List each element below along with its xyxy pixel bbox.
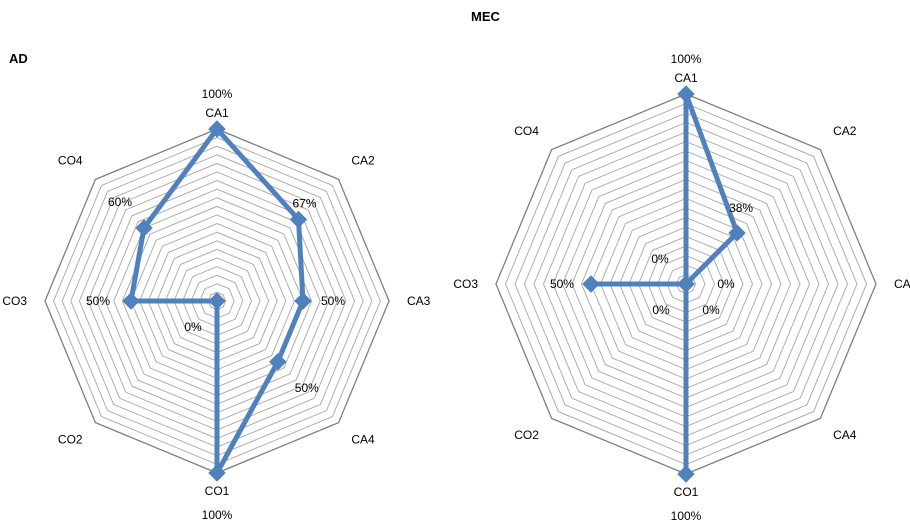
axis-label-co3: CO3 <box>453 277 478 291</box>
data-marker-co3 <box>122 292 140 310</box>
data-marker-co1 <box>677 465 695 483</box>
data-label-co3: 50% <box>86 294 110 308</box>
data-marker-ca4 <box>269 353 287 371</box>
axis-label-co4: CO4 <box>514 124 539 138</box>
axis-label-co2: CO2 <box>514 428 539 442</box>
axis-label-ca3: CA3 <box>407 294 431 308</box>
data-marker-co2 <box>208 292 226 310</box>
data-marker-co4 <box>677 275 695 293</box>
data-label-co1: 100% <box>202 508 233 521</box>
radar-chart-ad: CA1 CA2 CA3 CA4 CO1 CO2 CO3 CO4 100% 67% 50% 50% 100… <box>2 87 430 521</box>
data-marker-co4 <box>135 219 153 237</box>
axis-label-ca3: CA3 <box>894 277 910 291</box>
data-label-co2: 0% <box>184 320 202 334</box>
data-marker-co3 <box>582 275 600 293</box>
data-label-co4: 60% <box>108 195 132 209</box>
data-marker-ca1 <box>677 85 695 103</box>
data-label-ca3: 0% <box>717 277 735 291</box>
axis-label-ca1: CA1 <box>205 106 229 120</box>
data-label-co2: 0% <box>652 303 670 317</box>
data-label-ca4: 0% <box>702 303 720 317</box>
data-marker-ca3 <box>294 292 312 310</box>
radar-chart-mec: CA1 CA2 CA3 CA4 CO1 CO2 CO3 CO4 100% 38% 0% 0% 100% 0… <box>453 52 910 521</box>
data-label-co3: 50% <box>550 277 574 291</box>
data-label-ca1: 100% <box>671 52 702 66</box>
axis-label-ca4: CA4 <box>351 432 375 446</box>
data-marker-ca2 <box>728 224 746 242</box>
axis-label-ca1: CA1 <box>674 71 698 85</box>
axis-label-ca2: CA2 <box>351 154 375 168</box>
data-label-co4: 0% <box>651 252 669 266</box>
data-marker-ca2 <box>289 210 308 229</box>
data-marker-ca1 <box>208 120 226 138</box>
axis-label-ca4: CA4 <box>833 428 857 442</box>
data-label-ca4: 50% <box>295 381 319 395</box>
axis-label-co1: CO1 <box>205 484 230 498</box>
axis-label-co2: CO2 <box>58 432 83 446</box>
chart-title-mec: MEC <box>471 9 500 24</box>
axis-label-co4: CO4 <box>58 154 83 168</box>
data-label-ca1: 100% <box>202 87 233 101</box>
data-label-ca3: 50% <box>321 294 345 308</box>
axis-label-ca2: CA2 <box>833 124 857 138</box>
data-label-ca2: 38% <box>729 201 753 215</box>
data-label-co1: 100% <box>671 509 702 521</box>
series-line <box>588 91 740 477</box>
chart-title-ad: AD <box>9 51 28 66</box>
axis-label-co1: CO1 <box>674 485 699 499</box>
axis-label-co3: CO3 <box>2 294 27 308</box>
data-marker-co1 <box>208 464 226 482</box>
data-label-ca2: 67% <box>292 197 316 211</box>
